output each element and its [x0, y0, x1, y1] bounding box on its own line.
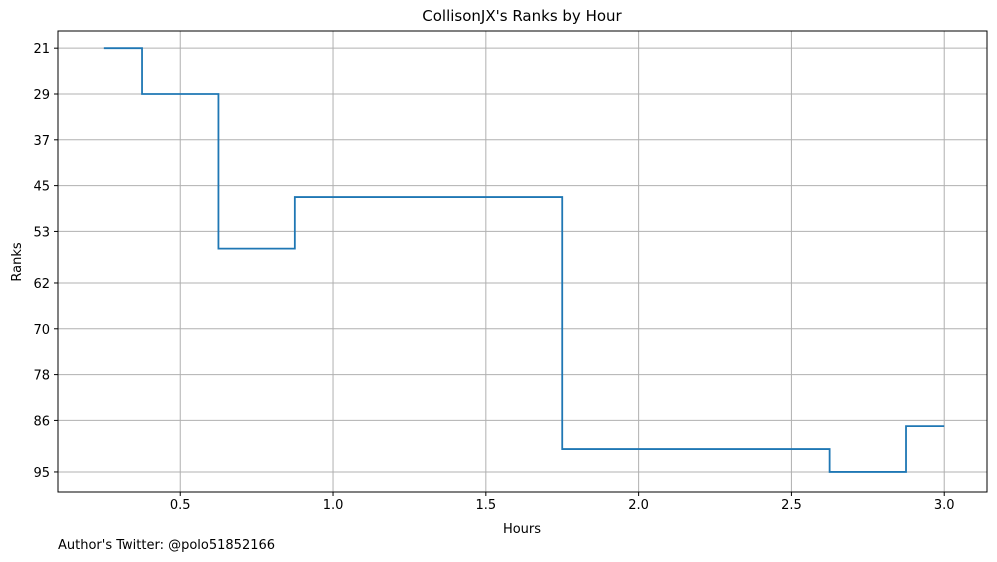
grid-lines: [58, 31, 987, 492]
x-tick-label: 0.5: [170, 498, 191, 513]
y-tick-label: 29: [33, 88, 50, 103]
y-tick-label: 86: [33, 414, 50, 429]
y-tick-label: 78: [33, 369, 50, 384]
y-tick-label: 62: [33, 277, 50, 292]
y-tick-label: 21: [33, 42, 50, 57]
x-tick-label: 1.0: [323, 498, 344, 513]
x-tick-label: 3.0: [934, 498, 955, 513]
plot-frame: [57, 30, 988, 493]
x-tick-label: 2.0: [628, 498, 649, 513]
x-axis-label: Hours: [503, 522, 541, 537]
y-tick-label: 45: [33, 180, 50, 195]
y-axis-label: Ranks: [10, 242, 25, 281]
y-tick-label: 95: [33, 466, 50, 481]
y-tick-label: 70: [33, 323, 50, 338]
author-footer: Author's Twitter: @polo51852166: [58, 538, 276, 553]
axis-ticks: 0.5 1.0 1.5 2.0 2.5 3.0 21 29 37 45 53 62 70 78 86 95: [33, 42, 954, 513]
x-tick-label: 1.5: [475, 498, 496, 513]
rank-step-line: [103, 47, 945, 473]
y-tick-label: 53: [33, 225, 50, 240]
chart-title: CollisonJX's Ranks by Hour: [422, 7, 622, 25]
x-tick-label: 2.5: [781, 498, 802, 513]
series-layer: [103, 47, 945, 473]
y-tick-label: 37: [33, 134, 50, 149]
